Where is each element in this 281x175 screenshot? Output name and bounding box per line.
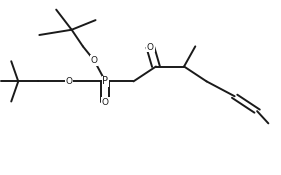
Text: O: O <box>147 43 154 52</box>
Text: O: O <box>91 56 98 65</box>
Text: O: O <box>65 77 72 86</box>
Text: O: O <box>102 98 109 107</box>
Text: P: P <box>102 76 108 86</box>
